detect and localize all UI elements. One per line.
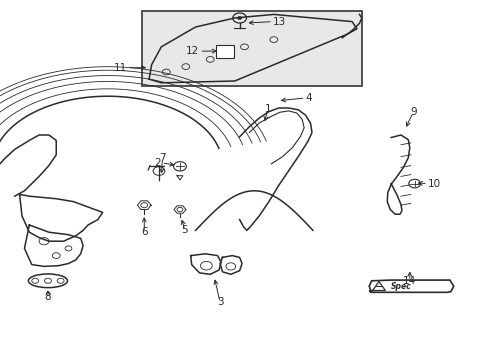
Text: 8: 8: [44, 292, 51, 302]
Text: 6: 6: [141, 227, 147, 237]
Text: 9: 9: [409, 107, 416, 117]
Circle shape: [237, 17, 241, 19]
Text: 4: 4: [305, 93, 312, 103]
Text: 1: 1: [264, 104, 271, 114]
Text: 2: 2: [154, 158, 161, 168]
Text: 7: 7: [159, 153, 165, 163]
Text: 12: 12: [186, 46, 199, 56]
Text: 5: 5: [181, 225, 188, 235]
Text: 10: 10: [427, 179, 440, 189]
Text: 14: 14: [402, 276, 416, 286]
Text: 3: 3: [216, 297, 223, 307]
Text: 13: 13: [272, 17, 285, 27]
Text: 11: 11: [114, 63, 127, 73]
Bar: [142, 11, 361, 86]
Text: Spec: Spec: [390, 282, 411, 291]
Ellipse shape: [28, 274, 67, 288]
Bar: [216, 45, 233, 58]
